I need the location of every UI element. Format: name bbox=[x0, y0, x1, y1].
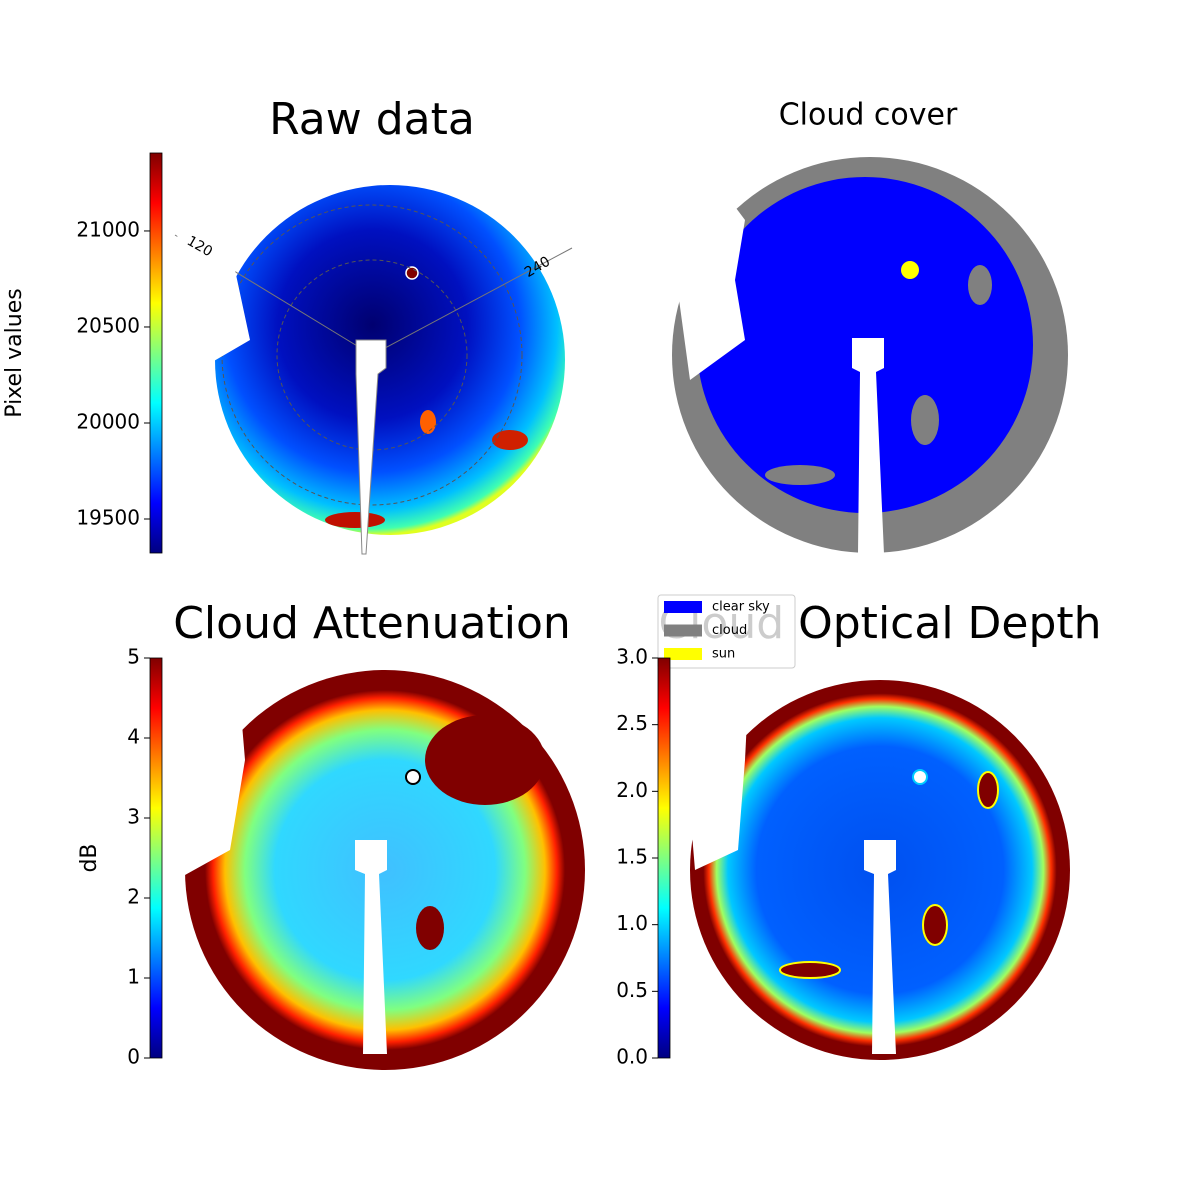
legend-swatch bbox=[664, 648, 702, 660]
panel-title: Cloud cover bbox=[779, 98, 958, 133]
sky-image: 120 240 bbox=[170, 180, 573, 555]
tick-label: 19500 bbox=[76, 506, 140, 530]
tick-label: 4 bbox=[127, 725, 140, 749]
legend: clear sky cloud sun bbox=[657, 594, 796, 669]
tick-label: 21000 bbox=[76, 217, 140, 241]
tick-label: 3 bbox=[127, 805, 140, 829]
tick-label: 20000 bbox=[76, 409, 140, 433]
legend-label: clear sky bbox=[712, 600, 770, 615]
tick-label: 5 bbox=[127, 645, 140, 669]
tick-label: 0.5 bbox=[616, 978, 648, 1002]
attenuation-image bbox=[150, 670, 585, 1070]
tick-label: 1.5 bbox=[616, 845, 648, 869]
tick-label: 1 bbox=[127, 965, 140, 989]
legend-swatch bbox=[664, 624, 702, 637]
colorbar bbox=[149, 152, 163, 554]
tick-label: 0 bbox=[127, 1045, 140, 1069]
colorbar bbox=[149, 657, 163, 1059]
cloud-mask bbox=[660, 157, 1068, 554]
tick-label: 1.0 bbox=[616, 911, 648, 935]
tick-label: 3.0 bbox=[616, 645, 648, 669]
colorbar-label: dB bbox=[77, 843, 102, 872]
tick-label: 2 bbox=[127, 885, 140, 909]
legend-label: cloud bbox=[712, 623, 747, 638]
tick-label: 2.0 bbox=[616, 778, 648, 802]
legend-swatch bbox=[664, 601, 702, 613]
tick-label: 20500 bbox=[76, 313, 140, 337]
panel-title: Raw data bbox=[269, 94, 475, 145]
tick-label: 0.0 bbox=[616, 1045, 648, 1069]
optical-depth-image bbox=[680, 680, 1070, 1060]
legend-label: sun bbox=[712, 647, 735, 662]
tick-label: 2.5 bbox=[616, 711, 648, 735]
colorbar-label: Pixel values bbox=[2, 288, 27, 417]
panel-title: Cloud Attenuation bbox=[173, 598, 571, 649]
colorbar bbox=[657, 657, 671, 1059]
